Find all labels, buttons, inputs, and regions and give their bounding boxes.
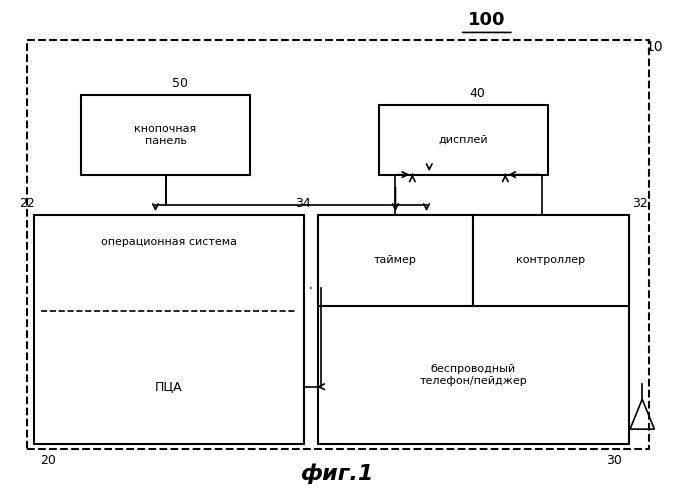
FancyBboxPatch shape (318, 215, 473, 306)
FancyBboxPatch shape (473, 215, 629, 306)
Text: 30: 30 (606, 454, 622, 467)
Text: фиг.1: фиг.1 (301, 464, 375, 484)
FancyBboxPatch shape (379, 105, 548, 175)
FancyBboxPatch shape (27, 40, 649, 449)
FancyBboxPatch shape (34, 215, 304, 444)
Text: кнопочная
панель: кнопочная панель (135, 124, 197, 146)
Text: 22: 22 (19, 197, 35, 210)
Text: операционная система: операционная система (101, 237, 237, 247)
Text: 50: 50 (172, 77, 189, 90)
Text: 100: 100 (468, 11, 506, 29)
Text: 20: 20 (41, 454, 56, 467)
Text: 34: 34 (295, 197, 311, 210)
Text: дисплей: дисплей (438, 135, 488, 145)
Text: ПЦА: ПЦА (155, 380, 183, 393)
Text: 32: 32 (632, 197, 648, 210)
Text: таймер: таймер (374, 255, 417, 265)
FancyBboxPatch shape (318, 215, 629, 444)
Text: беспроводный
телефон/пейджер: беспроводный телефон/пейджер (419, 364, 527, 386)
Text: контроллер: контроллер (516, 255, 585, 265)
FancyBboxPatch shape (81, 95, 250, 175)
Text: 40: 40 (470, 87, 485, 100)
Text: 10: 10 (646, 40, 663, 54)
